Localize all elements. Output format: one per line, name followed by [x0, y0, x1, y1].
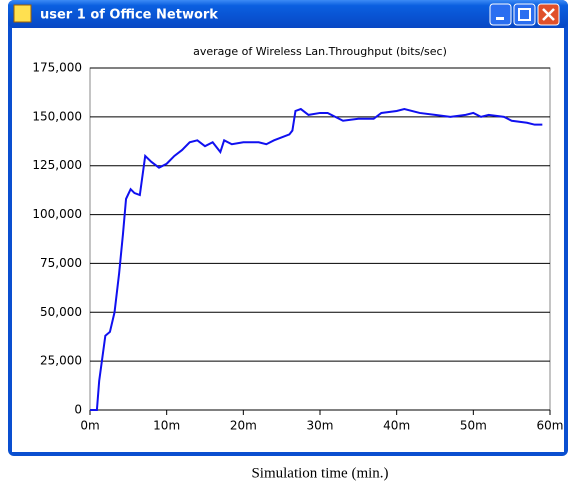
- plot-area: [89, 67, 551, 411]
- maximize-glyph: [518, 8, 531, 21]
- y-tick-label: 175,000: [32, 61, 82, 75]
- x-tick-label: 20m: [230, 419, 257, 433]
- maximize-button[interactable]: [513, 3, 536, 26]
- y-tick-label: 0: [74, 403, 82, 417]
- y-tick-label: 50,000: [40, 305, 82, 319]
- y-tick-label: 150,000: [32, 109, 82, 123]
- y-tick-label: 25,000: [40, 354, 82, 368]
- data-line: [90, 107, 543, 411]
- close-glyph: [542, 8, 555, 21]
- minimize-glyph: [496, 17, 504, 20]
- window-title: user 1 of Office Network: [40, 8, 218, 23]
- x-tick-label: 30m: [307, 419, 334, 433]
- caption: Simulation time (min.): [251, 465, 388, 481]
- y-tick-label: 125,000: [32, 158, 82, 172]
- y-tick-label: 100,000: [32, 207, 82, 221]
- minimize-button[interactable]: [489, 3, 512, 26]
- x-tick-label: 60m: [537, 419, 564, 433]
- x-tick-label: 50m: [460, 419, 487, 433]
- chart-title: average of Wireless Lan.Throughput (bits…: [193, 45, 447, 58]
- window-icon: [13, 4, 32, 23]
- x-tick-label: 40m: [383, 419, 410, 433]
- x-tick-label: 10m: [153, 419, 180, 433]
- title-bar: [8, 0, 568, 28]
- y-tick-label: 75,000: [40, 256, 82, 270]
- x-tick-label: 0m: [80, 419, 99, 433]
